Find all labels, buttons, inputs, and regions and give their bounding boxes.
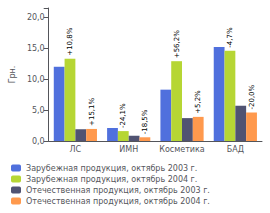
svg-text:ЛС: ЛС (70, 145, 82, 154)
svg-text:10,0: 10,0 (27, 75, 45, 84)
svg-text:Отечественная продукция, октяб: Отечественная продукция, октябрь 2003 г. (26, 186, 210, 195)
svg-text:+5,2%: +5,2% (194, 90, 202, 114)
svg-text:-4,7%: -4,7% (226, 27, 234, 48)
svg-text:5,0: 5,0 (32, 106, 45, 115)
svg-text:20,0: 20,0 (27, 13, 45, 22)
svg-text:Косметика: Косметика (159, 145, 205, 154)
svg-text:+15,1%: +15,1% (88, 97, 96, 125)
svg-text:0,0: 0,0 (32, 137, 45, 146)
svg-text:Зарубежная продукция, октябрь: Зарубежная продукция, октябрь 2004 г. (26, 175, 197, 184)
svg-text:15,0: 15,0 (27, 44, 45, 53)
svg-text:-24,1%: -24,1% (119, 103, 127, 128)
svg-text:Отечественная продукция, октяб: Отечественная продукция, октябрь 2004 г. (26, 197, 210, 206)
svg-text:ИМН: ИМН (119, 145, 138, 154)
svg-text:+10,8%: +10,8% (66, 27, 74, 55)
svg-text:-18,5%: -18,5% (141, 109, 149, 134)
svg-text:Грн.: Грн. (8, 66, 17, 84)
svg-text:-20,0%: -20,0% (248, 84, 256, 109)
svg-text:+56,2%: +56,2% (173, 30, 181, 58)
svg-text:БАД: БАД (227, 145, 244, 154)
svg-text:Зарубежная продукция, октябрь: Зарубежная продукция, октябрь 2003 г. (26, 164, 197, 173)
